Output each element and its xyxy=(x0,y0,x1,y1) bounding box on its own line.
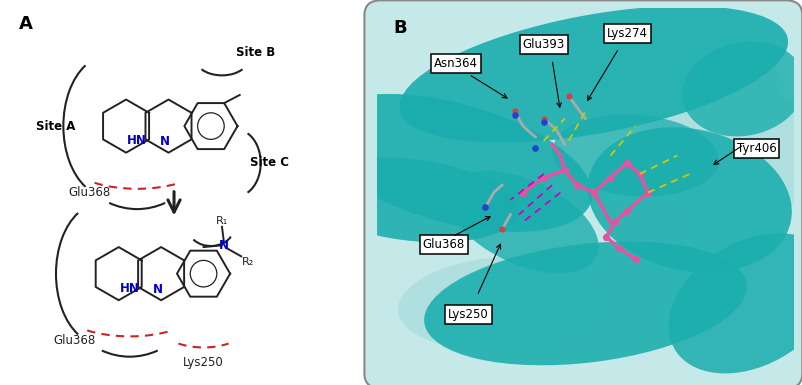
Ellipse shape xyxy=(448,171,598,273)
Text: N: N xyxy=(160,135,170,148)
Text: Glu368: Glu368 xyxy=(68,186,111,199)
Text: A: A xyxy=(19,15,33,33)
Text: N: N xyxy=(219,239,229,252)
Point xyxy=(587,189,600,196)
Text: Site A: Site A xyxy=(36,120,75,132)
Text: Lys250: Lys250 xyxy=(448,308,489,321)
Text: Tyr406: Tyr406 xyxy=(736,142,776,155)
Point xyxy=(629,256,642,262)
Text: Asn364: Asn364 xyxy=(434,57,478,70)
Point xyxy=(613,245,626,251)
Ellipse shape xyxy=(687,99,802,249)
Point xyxy=(479,204,492,210)
FancyBboxPatch shape xyxy=(364,0,802,385)
Point xyxy=(604,175,617,181)
Ellipse shape xyxy=(424,241,747,365)
Text: Site B: Site B xyxy=(236,46,275,59)
Point xyxy=(562,93,575,99)
Point xyxy=(634,171,646,177)
Ellipse shape xyxy=(669,233,802,373)
Point xyxy=(537,116,550,122)
Text: Glu368: Glu368 xyxy=(53,333,95,347)
Ellipse shape xyxy=(683,42,802,136)
Text: HN: HN xyxy=(119,282,140,295)
Ellipse shape xyxy=(302,157,518,242)
Point xyxy=(529,145,542,151)
Ellipse shape xyxy=(588,127,792,273)
Point xyxy=(537,175,550,181)
Text: Glu368: Glu368 xyxy=(423,238,465,251)
Text: R₂: R₂ xyxy=(241,257,254,267)
Ellipse shape xyxy=(553,114,719,197)
Text: Lys274: Lys274 xyxy=(606,27,648,40)
Point xyxy=(571,182,584,188)
Point xyxy=(479,204,492,210)
Point xyxy=(516,189,529,196)
Text: Site C: Site C xyxy=(250,156,290,169)
Ellipse shape xyxy=(597,25,783,138)
Point xyxy=(642,189,654,196)
Point xyxy=(608,219,621,225)
Ellipse shape xyxy=(398,257,606,350)
Point xyxy=(496,226,508,233)
Point xyxy=(621,160,634,166)
Text: HN: HN xyxy=(128,134,147,147)
Text: N: N xyxy=(152,283,163,296)
Text: Lys250: Lys250 xyxy=(183,356,224,369)
Ellipse shape xyxy=(312,94,593,232)
Text: R₁: R₁ xyxy=(216,216,228,226)
Point xyxy=(537,119,550,126)
Point xyxy=(621,208,634,214)
Point xyxy=(558,167,571,173)
Text: Glu393: Glu393 xyxy=(523,38,565,51)
Text: B: B xyxy=(394,19,407,37)
Ellipse shape xyxy=(399,6,788,142)
Point xyxy=(600,234,613,240)
Point xyxy=(508,112,521,118)
Point xyxy=(508,108,521,114)
